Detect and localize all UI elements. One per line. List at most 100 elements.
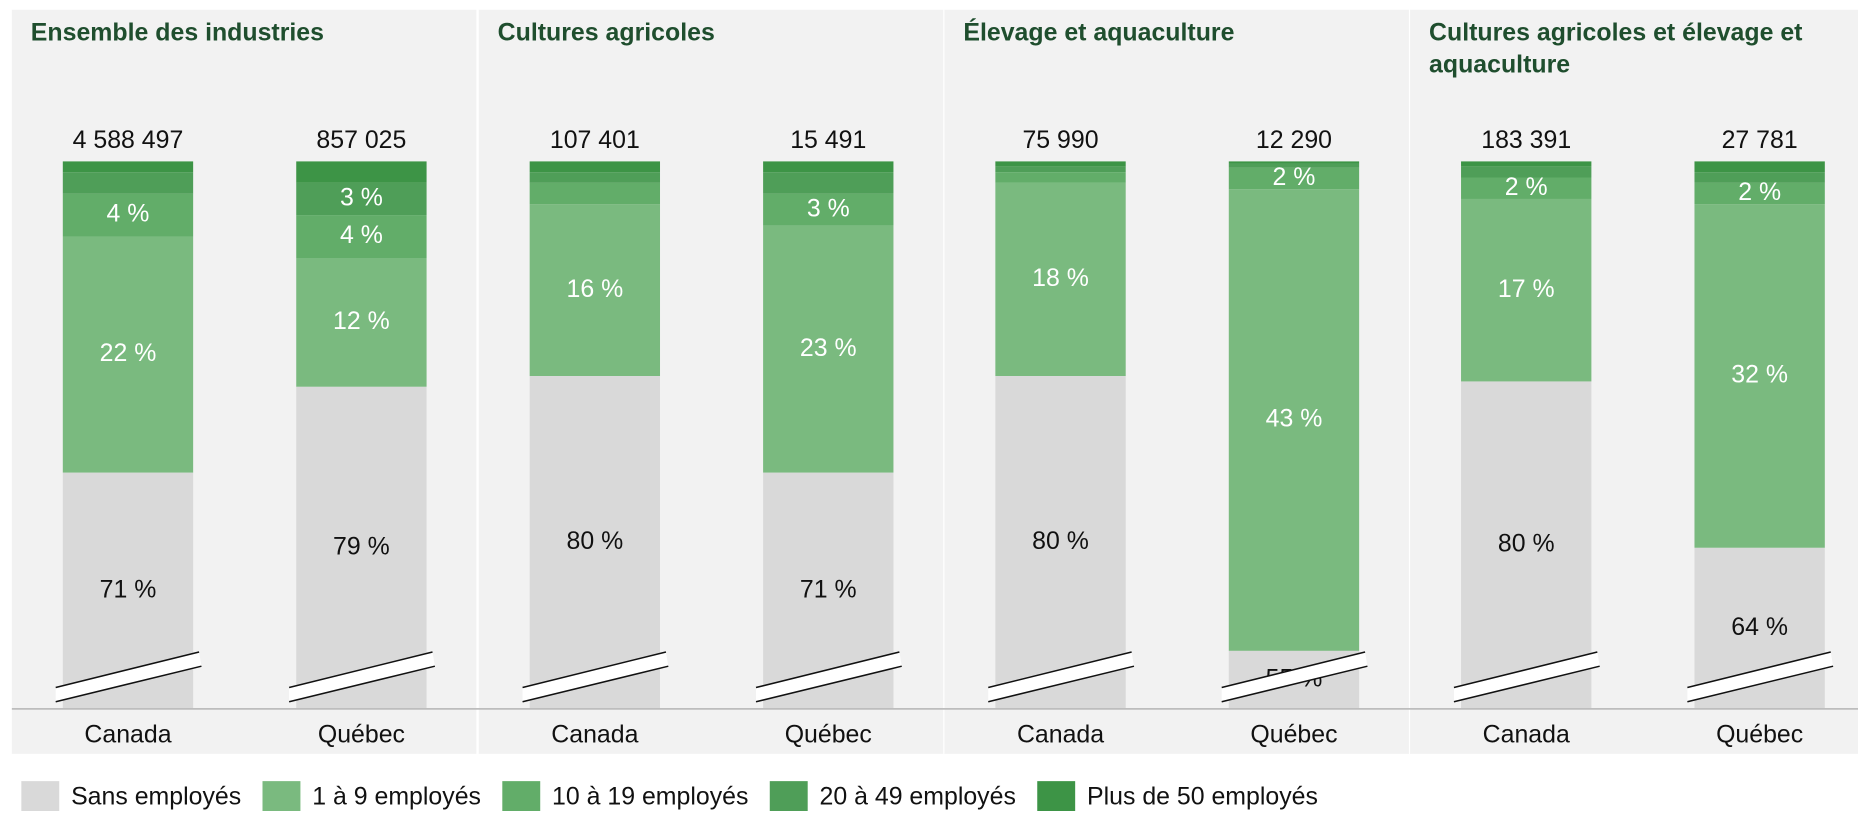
value-label: 3 % bbox=[807, 194, 850, 222]
break-mark-gap bbox=[1453, 651, 1600, 702]
bar-segment bbox=[1694, 204, 1825, 548]
value-label: 71 % bbox=[100, 575, 157, 603]
value-label: 80 % bbox=[1498, 530, 1555, 558]
value-label: 43 % bbox=[1266, 405, 1323, 433]
bar-segment bbox=[1694, 172, 1825, 183]
legend-swatch bbox=[21, 781, 60, 812]
bar-segment bbox=[995, 376, 1126, 709]
break-mark bbox=[755, 651, 900, 689]
break-mark-gap bbox=[289, 651, 435, 702]
value-label: 3 % bbox=[340, 184, 383, 212]
value-label: 2 % bbox=[1505, 173, 1548, 201]
panel-title-box: Élevage et aquaculture bbox=[963, 19, 1235, 47]
bar-segment bbox=[62, 172, 194, 194]
x-tick-label: Canada bbox=[1483, 721, 1570, 749]
bar-segment bbox=[529, 376, 661, 709]
total-label: 15 491 bbox=[790, 126, 866, 154]
break-mark bbox=[1221, 665, 1368, 703]
value-label: 80 % bbox=[1032, 527, 1089, 555]
value-label: 2 % bbox=[1273, 163, 1316, 191]
bar-segment bbox=[62, 161, 194, 173]
value-label: 22 % bbox=[100, 339, 157, 367]
bar-segment bbox=[1228, 167, 1360, 190]
bar-segment bbox=[62, 193, 194, 237]
legend-label: Plus de 50 employés bbox=[1087, 782, 1318, 810]
bar-segment bbox=[529, 161, 661, 173]
break-mark bbox=[1453, 651, 1598, 689]
bar-segment bbox=[296, 182, 427, 216]
break-mark bbox=[288, 651, 433, 689]
value-label: 4 % bbox=[107, 200, 150, 228]
break-mark bbox=[988, 651, 1132, 689]
value-label: 17 % bbox=[1498, 275, 1555, 303]
x-tick-label: Québec bbox=[1250, 721, 1337, 749]
bar-segment bbox=[995, 172, 1126, 183]
break-mark-gap bbox=[755, 651, 902, 702]
total-label: 12 290 bbox=[1256, 126, 1332, 154]
panel-title: Élevage et aquaculture bbox=[963, 19, 1235, 47]
bar-segment bbox=[1694, 161, 1825, 173]
bar-segment bbox=[1694, 182, 1825, 205]
legend-swatch bbox=[502, 781, 541, 812]
total-label: 183 391 bbox=[1481, 126, 1571, 154]
value-label: 23 % bbox=[800, 334, 857, 362]
legend-label: 1 à 9 employés bbox=[312, 782, 481, 810]
bar-segment bbox=[763, 161, 894, 173]
x-tick-label: Québec bbox=[1716, 721, 1803, 749]
value-label: 80 % bbox=[566, 527, 623, 555]
bar-segment bbox=[529, 182, 661, 205]
break-mark bbox=[288, 665, 436, 703]
bar-segment bbox=[529, 204, 661, 377]
total-label: 107 401 bbox=[550, 126, 640, 154]
x-tick-label: Québec bbox=[318, 721, 405, 749]
legend-swatch bbox=[769, 781, 808, 812]
bar-segment bbox=[763, 225, 894, 473]
value-label: 12 % bbox=[333, 307, 390, 335]
total-label: 27 781 bbox=[1722, 126, 1798, 154]
panel-title-box: Cultures agricoles et élevage et aquacul… bbox=[1429, 19, 1803, 79]
legend-swatch bbox=[1037, 781, 1076, 812]
total-label: 857 025 bbox=[316, 126, 406, 154]
total-label: 75 990 bbox=[1022, 126, 1098, 154]
break-mark bbox=[1687, 665, 1834, 703]
bar-segment bbox=[763, 172, 894, 194]
break-mark bbox=[1221, 651, 1366, 689]
break-mark-gap bbox=[55, 651, 202, 702]
bar-segment bbox=[296, 161, 427, 183]
bar-segment bbox=[995, 182, 1126, 377]
value-label: 71 % bbox=[800, 575, 857, 603]
break-mark bbox=[1453, 665, 1600, 703]
bar-segment bbox=[62, 236, 194, 473]
bar-segment bbox=[1461, 177, 1592, 199]
break-mark bbox=[522, 665, 669, 703]
bar-segment bbox=[296, 258, 427, 387]
bar-segment bbox=[1228, 163, 1360, 168]
break-mark bbox=[755, 665, 902, 703]
value-label: 18 % bbox=[1032, 264, 1089, 292]
bar-segment bbox=[763, 193, 894, 226]
break-mark bbox=[55, 665, 202, 703]
bar-segment bbox=[1461, 161, 1592, 167]
legend-label: 20 à 49 employés bbox=[820, 782, 1016, 810]
bar-segment bbox=[995, 161, 1126, 167]
legend-label: Sans employés bbox=[71, 782, 241, 810]
x-tick-label: Canada bbox=[1017, 721, 1104, 749]
break-mark bbox=[1687, 651, 1831, 689]
panel-title: Cultures agricoles bbox=[497, 19, 715, 47]
break-mark-gap bbox=[988, 651, 1134, 702]
bar-segment bbox=[296, 386, 427, 709]
break-mark bbox=[522, 651, 667, 689]
x-tick-label: Canada bbox=[84, 721, 171, 749]
value-label: 32 % bbox=[1731, 361, 1788, 389]
panel-title: Cultures agricoles et élevage et aquacul… bbox=[1429, 19, 1803, 79]
bar-segment bbox=[1228, 161, 1360, 164]
x-tick-label: Québec bbox=[785, 721, 872, 749]
bar-segment bbox=[995, 166, 1126, 173]
break-mark-gap bbox=[1221, 651, 1368, 702]
value-label: 2 % bbox=[1738, 178, 1781, 206]
x-tick-label: Canada bbox=[551, 721, 638, 749]
bar-segment bbox=[296, 215, 427, 259]
break-mark-gap bbox=[1687, 651, 1834, 702]
legend-label: 10 à 19 employés bbox=[552, 782, 748, 810]
